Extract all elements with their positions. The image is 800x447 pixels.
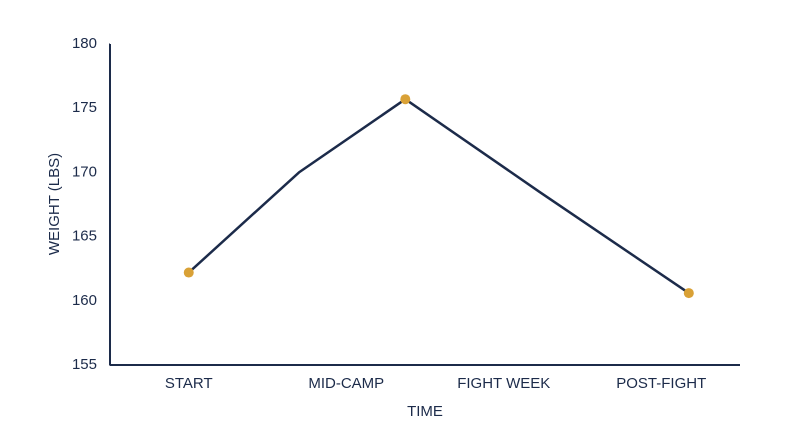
point (400, 94, 411, 105)
y-tick-label: 155 (72, 356, 97, 373)
x-axis-label: TIME (407, 403, 443, 420)
point (683, 288, 694, 299)
x-tick-label: START (165, 375, 213, 392)
line (187, 97, 690, 295)
y-tick-label: 160 (72, 292, 97, 309)
y-axis-label: WEIGHT (LBS) (46, 153, 63, 255)
y-tick-label: 165 (72, 228, 97, 245)
point (183, 267, 194, 278)
y-tick-label: 175 (72, 99, 97, 116)
x-tick-label: MID-CAMP (308, 375, 384, 392)
x-tick-label: FIGHT WEEK (457, 375, 550, 392)
y-tick-label: 180 (72, 35, 97, 52)
y-tick-label: 170 (72, 163, 97, 180)
x-tick-label: POST-FIGHT (616, 375, 706, 392)
